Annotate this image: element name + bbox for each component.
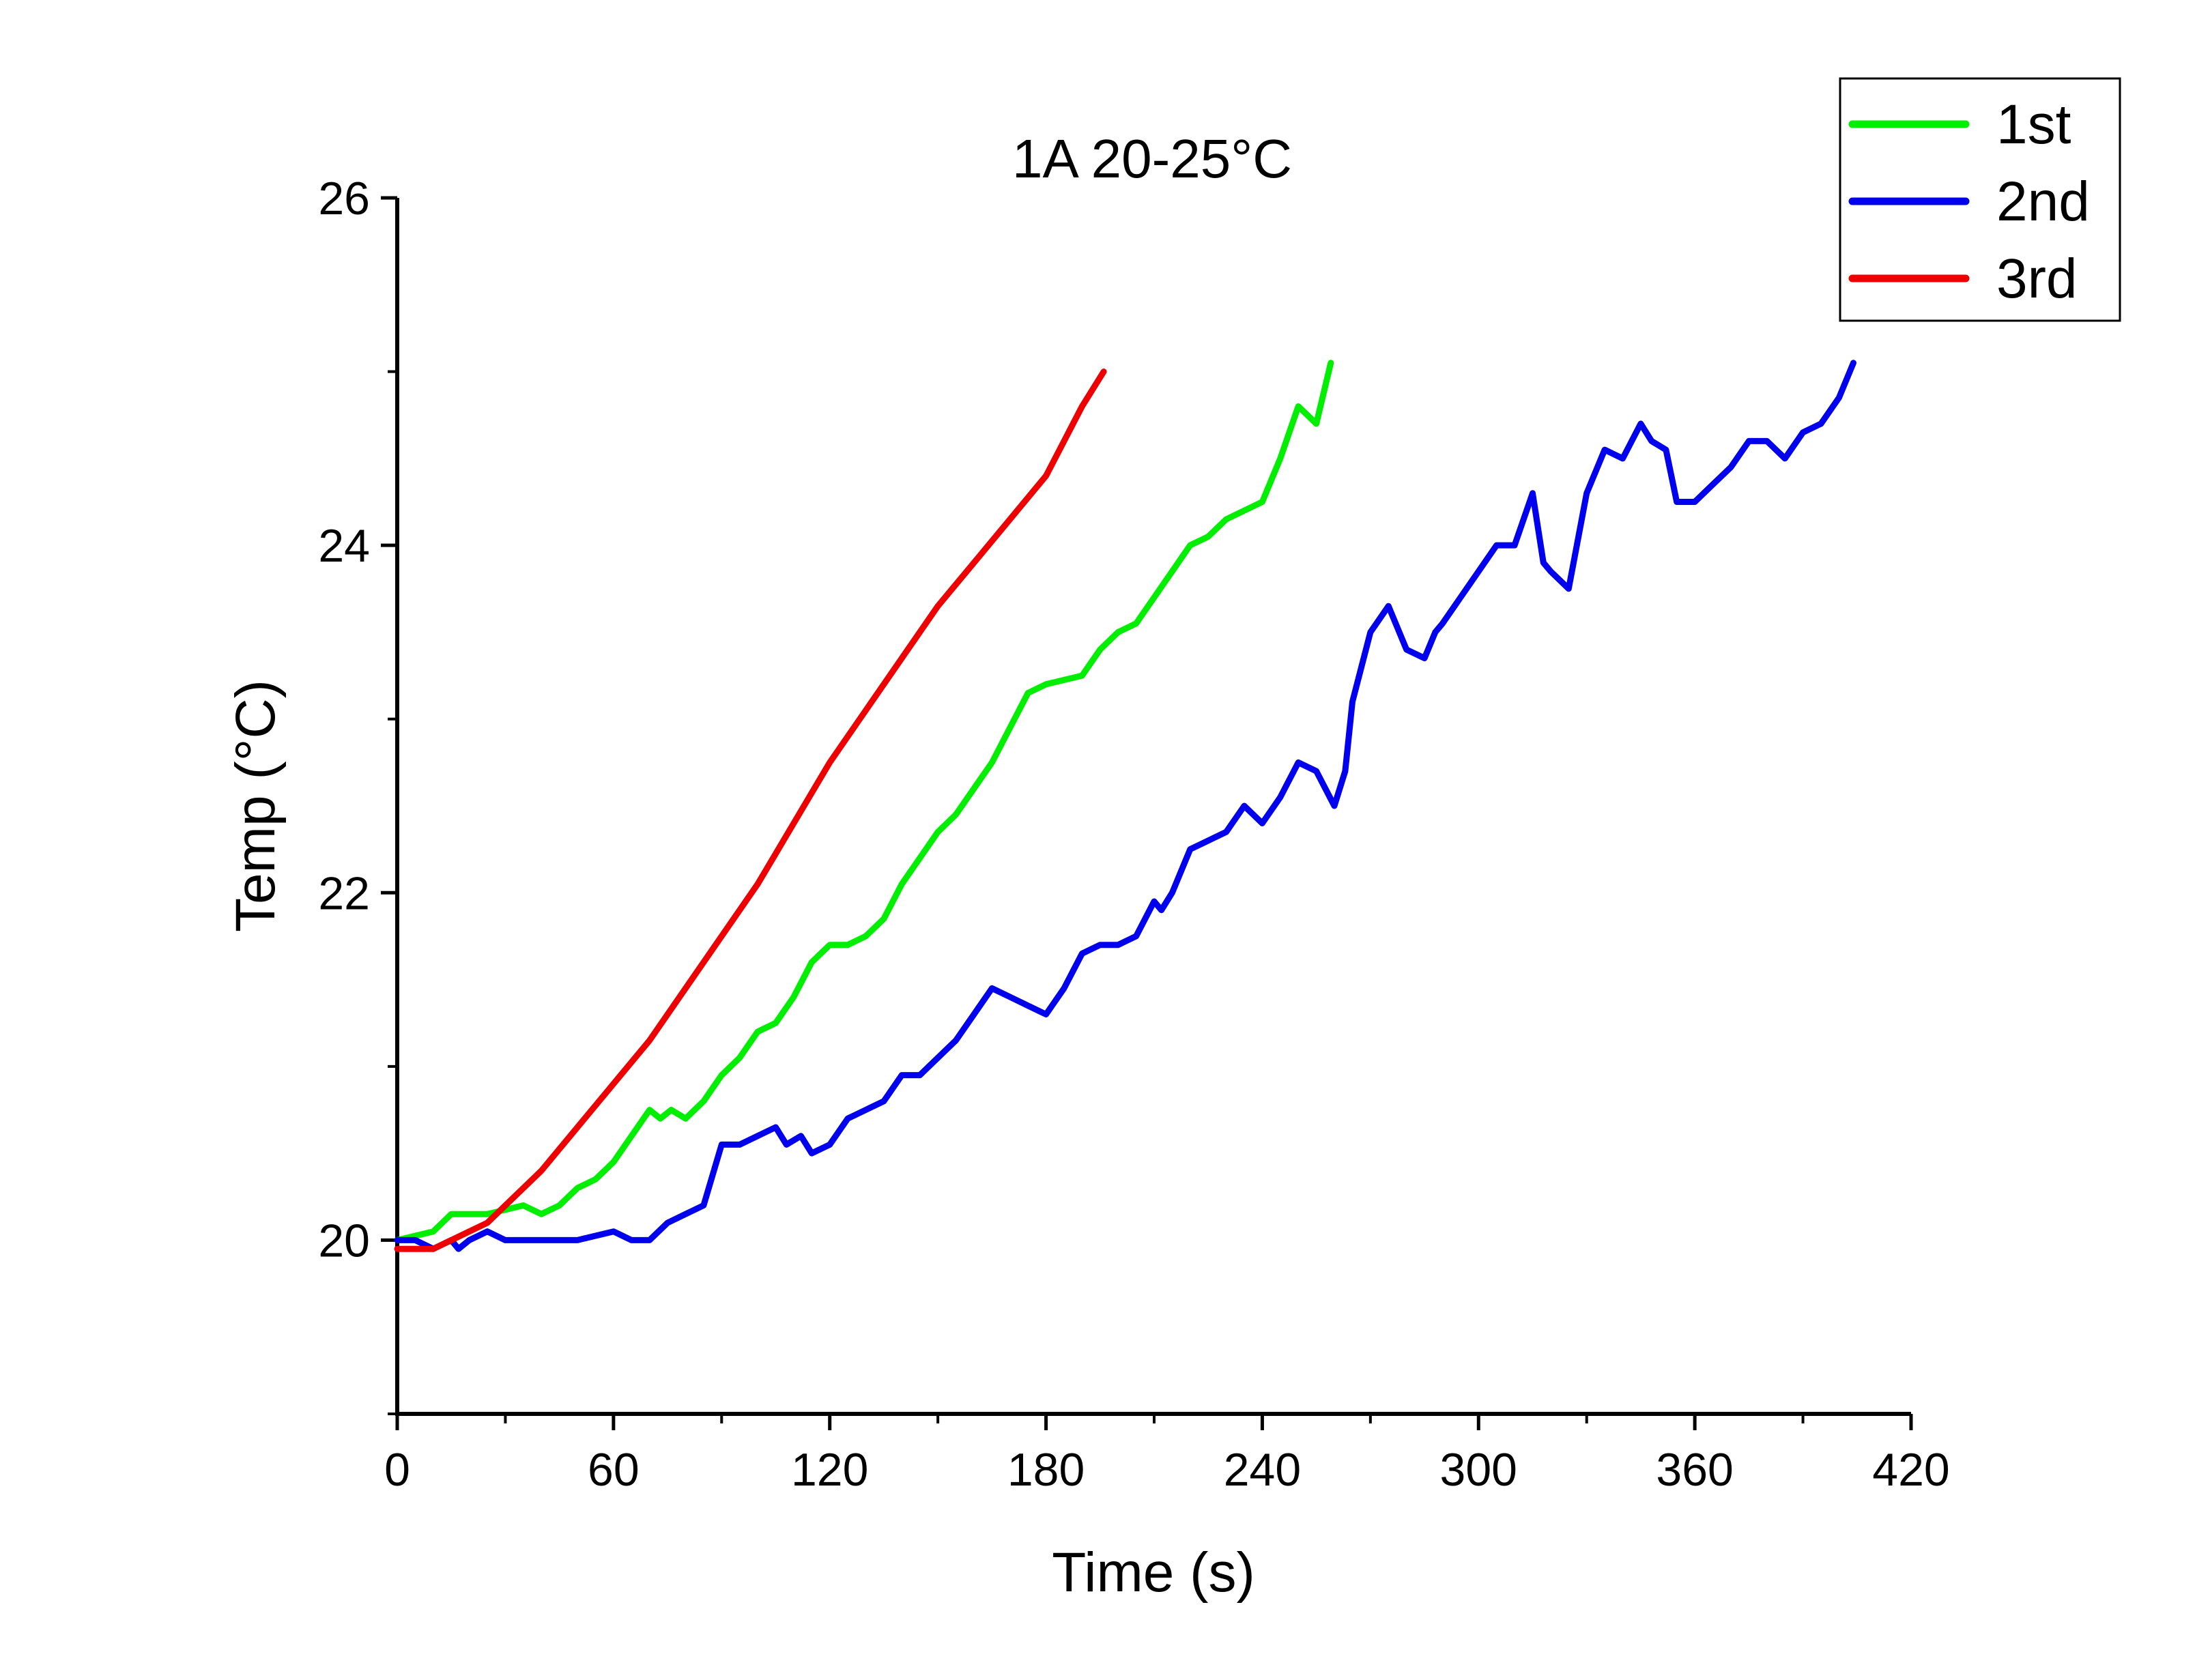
x-tick-label: 0 (384, 1444, 410, 1496)
chart-title: 1A 20-25°C (1012, 128, 1292, 189)
plot-area: 0 60 120 180 240 300 360 420 20 22 24 26 (318, 173, 1949, 1496)
y-tick-label: 22 (318, 867, 370, 919)
legend-label-1st: 1st (1996, 93, 2071, 156)
y-tick-label: 24 (318, 520, 370, 572)
series-line-1st (394, 360, 1334, 1243)
x-axis-title: Time (s) (1052, 1541, 1255, 1604)
x-tick-label: 120 (791, 1444, 868, 1496)
legend-label-2nd: 2nd (1996, 171, 2090, 233)
legend-label-3rd: 3rd (1996, 248, 2078, 310)
y-tick-label: 26 (318, 173, 370, 225)
x-tick-label: 180 (1007, 1444, 1085, 1496)
x-tick-label: 60 (588, 1444, 640, 1496)
legend-items: 1st 2nd 3rd (1848, 93, 2090, 310)
series-line-2nd (394, 360, 1856, 1252)
y-tick-label: 20 (318, 1215, 370, 1266)
series-line-3rd (394, 368, 1107, 1252)
x-tick-label: 240 (1224, 1444, 1301, 1496)
x-tick-label: 300 (1440, 1444, 1517, 1496)
y-axis-title: Temp (°C) (225, 680, 287, 932)
legend: 1st 2nd 3rd (1839, 77, 2121, 322)
series-lines (394, 360, 1856, 1252)
x-tick-label: 360 (1656, 1444, 1733, 1496)
x-axis-ticks: 0 60 120 180 240 300 360 420 (384, 1414, 1950, 1496)
x-tick-label: 420 (1872, 1444, 1949, 1496)
y-axis-ticks: 20 22 24 26 (318, 173, 397, 1415)
